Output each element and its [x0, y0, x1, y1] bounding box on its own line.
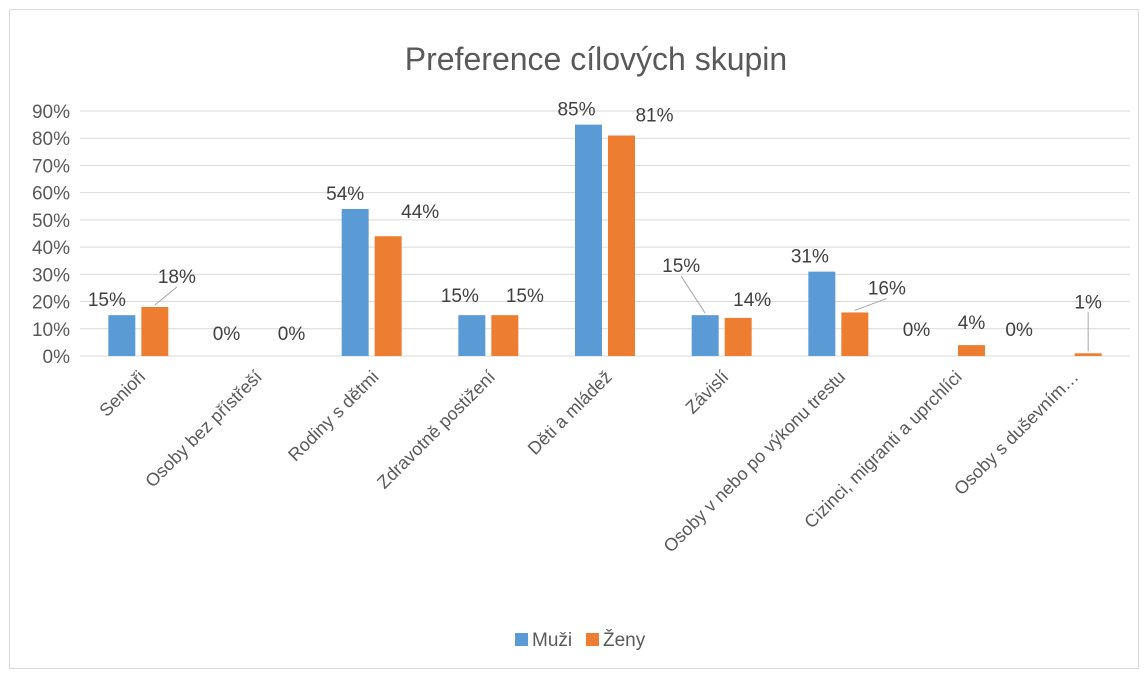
bar-zeny — [1074, 353, 1102, 356]
data-label: 16% — [868, 278, 906, 299]
category-label: Zdravotně postižení — [373, 367, 499, 493]
y-tick-label: 80% — [32, 129, 70, 150]
bar-zeny — [958, 345, 985, 356]
label-leader-line — [680, 275, 706, 314]
data-label: 1% — [1074, 292, 1102, 313]
y-tick-label: 30% — [32, 265, 70, 286]
legend-swatch — [515, 633, 528, 646]
category-label: Osoby bez přístřeší — [141, 367, 265, 491]
bar-muzi — [575, 124, 602, 356]
category-label: Senioři — [95, 367, 149, 421]
bar-zeny — [374, 236, 402, 356]
category-label: Osoby v nebo po výkonu trestu — [660, 367, 850, 557]
legend-label: Ženy — [603, 629, 646, 651]
data-label: 14% — [733, 290, 771, 311]
legend-label: Muži — [532, 630, 572, 651]
data-label: 15% — [506, 286, 544, 307]
y-tick-label: 90% — [32, 102, 70, 123]
y-tick-label: 40% — [32, 238, 70, 259]
category-label: Osoby s duševním… — [950, 367, 1082, 499]
data-label: 0% — [278, 324, 306, 345]
bar-muzi — [458, 315, 486, 356]
bar-muzi — [808, 271, 836, 356]
bar-zeny — [724, 317, 752, 356]
data-label: 0% — [213, 324, 241, 345]
y-tick-label: 10% — [32, 320, 70, 341]
bar-zeny — [841, 312, 869, 356]
y-tick-label: 60% — [32, 184, 70, 205]
data-label: 0% — [903, 320, 931, 341]
bar-muzi — [691, 315, 719, 356]
data-label: 15% — [662, 256, 700, 277]
label-leader-line — [854, 297, 888, 311]
y-tick-label: 70% — [32, 156, 70, 177]
bar-zeny — [491, 315, 519, 356]
label-leader-line — [154, 286, 178, 306]
data-label: 85% — [557, 100, 595, 121]
chart-title: Preference cílových skupin — [405, 41, 787, 77]
legend-swatch — [586, 633, 599, 646]
data-label: 15% — [88, 290, 126, 311]
data-label: 81% — [635, 106, 673, 127]
y-tick-label: 0% — [43, 347, 71, 368]
data-label: 44% — [401, 202, 439, 223]
chart-area — [9, 9, 1139, 669]
y-tick-label: 20% — [32, 293, 70, 314]
data-label: 54% — [326, 184, 364, 205]
data-label: 0% — [1005, 320, 1033, 341]
bar-zeny — [141, 307, 169, 356]
category-label: Rodiny s dětmi — [284, 367, 382, 465]
bar-muzi — [108, 315, 136, 356]
category-label: Děti a mládež — [524, 367, 616, 459]
category-label: Závislí — [682, 367, 733, 418]
data-label: 15% — [441, 286, 479, 307]
bar-zeny — [608, 135, 635, 356]
data-label: 4% — [958, 313, 986, 334]
data-label: 31% — [791, 247, 829, 268]
data-label: 18% — [158, 267, 196, 288]
y-tick-label: 50% — [32, 211, 70, 232]
bar-muzi — [341, 209, 369, 356]
